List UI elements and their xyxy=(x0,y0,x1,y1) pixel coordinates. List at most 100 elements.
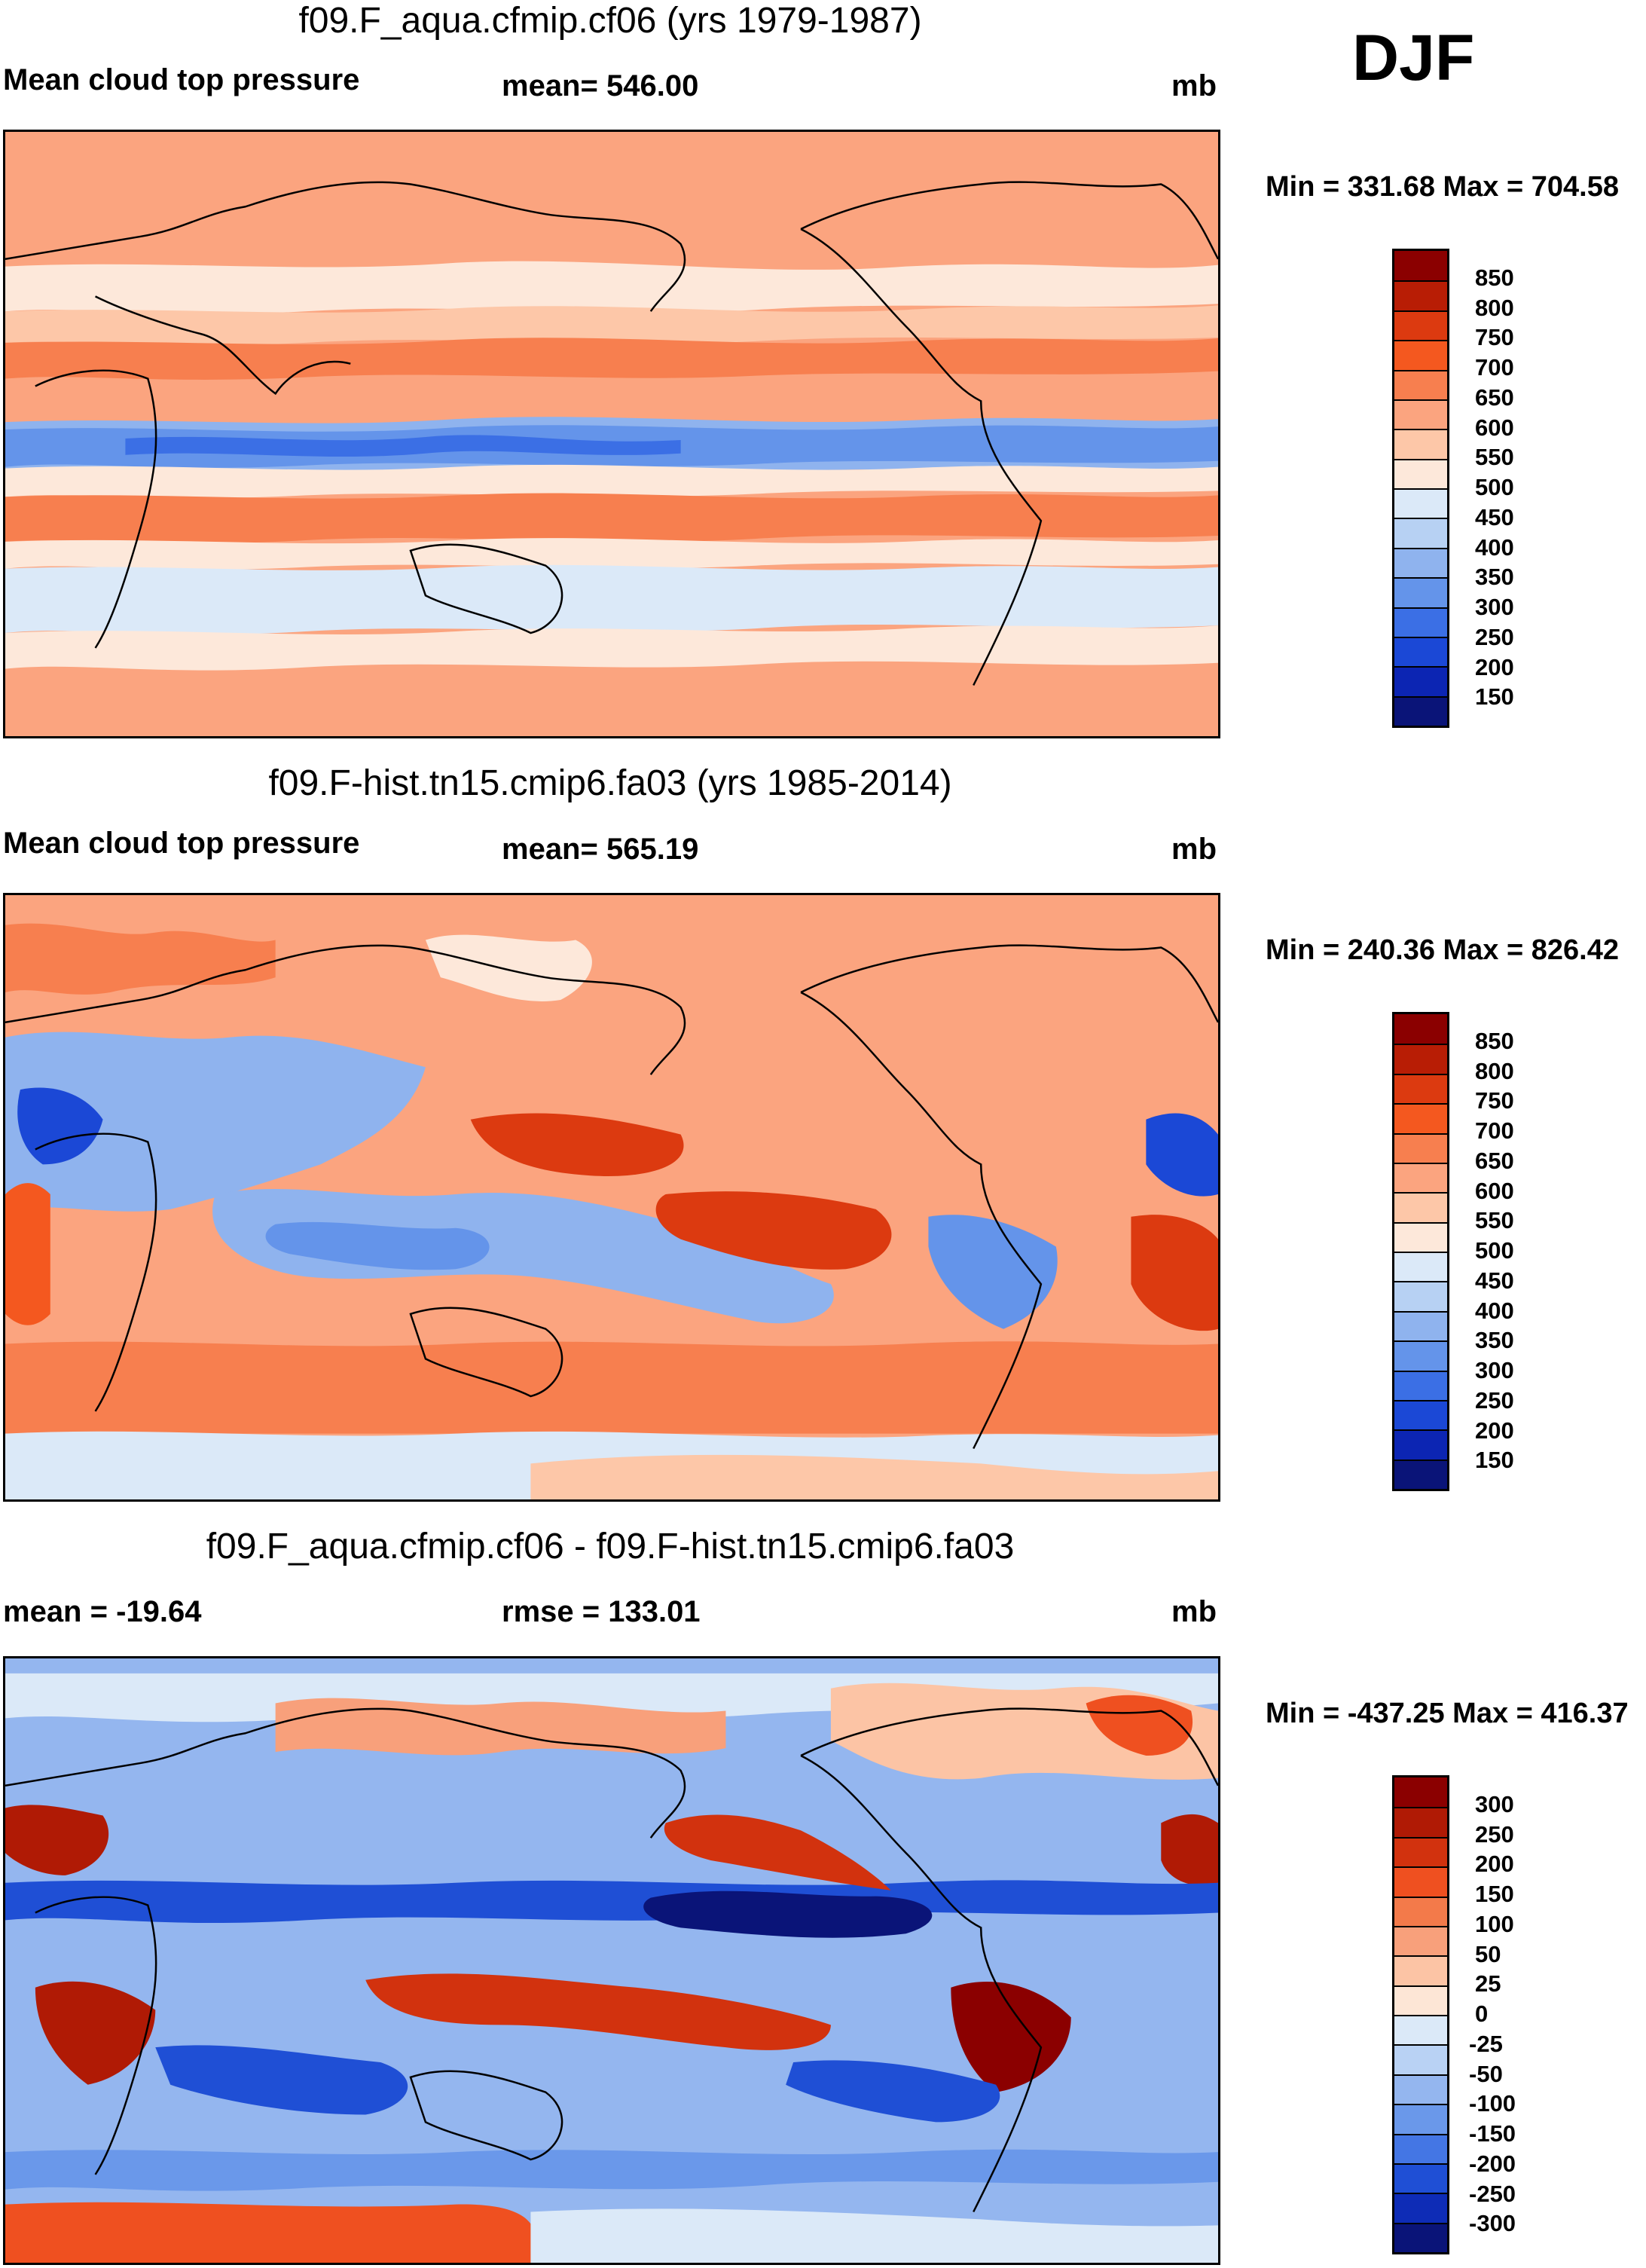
colorbar-swatch xyxy=(1394,666,1447,696)
colorbar-swatch xyxy=(1394,1896,1447,1926)
colorbar-swatch xyxy=(1394,1370,1447,1400)
panel3-units: mb xyxy=(1171,1595,1217,1628)
colorbar-tick-label: 500 xyxy=(1475,1237,1514,1264)
colorbar-swatch xyxy=(1394,251,1447,281)
colorbar-swatch xyxy=(1394,488,1447,518)
colorbar-swatch xyxy=(1394,2163,1447,2193)
colorbar-tick-label: 100 xyxy=(1475,1910,1514,1937)
colorbar-tick-label: 650 xyxy=(1475,384,1514,411)
colorbar-swatch xyxy=(1394,458,1447,488)
colorbar-tick-label: 550 xyxy=(1475,1207,1514,1234)
colorbar-tick-label: 150 xyxy=(1475,1447,1514,1474)
colorbar-tick-label: -150 xyxy=(1469,2120,1516,2147)
colorbar-tick-label: 150 xyxy=(1475,683,1514,711)
colorbar-tick-label: 750 xyxy=(1475,1087,1514,1114)
colorbar-swatch xyxy=(1394,1429,1447,1460)
colorbar-tick-label: -25 xyxy=(1469,2030,1503,2057)
colorbar-swatch xyxy=(1394,1836,1447,1867)
colorbar-swatch xyxy=(1394,1192,1447,1222)
panel3-minmax: Min = -437.25 Max = 416.37 xyxy=(1266,1698,1629,1729)
panel1-contour-field xyxy=(5,132,1218,736)
colorbar-swatch xyxy=(1394,1044,1447,1074)
colorbar-swatch xyxy=(1394,695,1447,726)
colorbar-swatch xyxy=(1394,1073,1447,1104)
colorbar-tick-label: 400 xyxy=(1475,533,1514,561)
colorbar-swatch xyxy=(1394,2133,1447,2163)
colorbar-tick-label: 150 xyxy=(1475,1881,1514,1907)
panel2-map xyxy=(3,893,1220,1502)
panel1-units: mb xyxy=(1171,69,1217,102)
colorbar-swatch xyxy=(1394,577,1447,607)
colorbar-tick-label: 550 xyxy=(1475,444,1514,471)
colorbar-tick-label: 200 xyxy=(1475,1417,1514,1444)
colorbar-swatch xyxy=(1394,1955,1447,1985)
colorbar-swatch xyxy=(1394,1103,1447,1133)
colorbar-swatch xyxy=(1394,518,1447,548)
colorbar-swatch xyxy=(1394,2222,1447,2252)
season-label: DJF xyxy=(1352,22,1475,94)
colorbar-tick-label: 250 xyxy=(1475,1386,1514,1414)
colorbar-swatch xyxy=(1394,280,1447,310)
colorbar-tick-label: 650 xyxy=(1475,1147,1514,1174)
panel1-colorbar xyxy=(1392,249,1449,728)
panel3-rmse-label: rmse = 133.01 xyxy=(502,1595,701,1628)
colorbar-swatch xyxy=(1394,310,1447,341)
colorbar-tick-label: 600 xyxy=(1475,1177,1514,1204)
colorbar-tick-label: 350 xyxy=(1475,1327,1514,1354)
panel3-map xyxy=(3,1656,1220,2265)
colorbar-tick-label: 850 xyxy=(1475,264,1514,291)
panel1-left-label: Mean cloud top pressure xyxy=(3,63,360,96)
colorbar-tick-label: 50 xyxy=(1475,1940,1501,1967)
colorbar-tick-label: 250 xyxy=(1475,1820,1514,1848)
colorbar-swatch xyxy=(1394,1310,1447,1341)
colorbar-swatch xyxy=(1394,2074,1447,2104)
colorbar-swatch xyxy=(1394,1459,1447,1489)
colorbar-swatch xyxy=(1394,607,1447,637)
colorbar-swatch xyxy=(1394,1281,1447,1311)
colorbar-tick-label: -300 xyxy=(1469,2210,1516,2237)
colorbar-tick-label: 850 xyxy=(1475,1027,1514,1054)
panel1-title: f09.F_aqua.cfmip.cf06 (yrs 1979-1987) xyxy=(298,1,922,41)
colorbar-tick-label: 450 xyxy=(1475,1267,1514,1294)
colorbar-tick-label: 0 xyxy=(1475,2001,1489,2027)
panel3-title: f09.F_aqua.cfmip.cf06 - f09.F-hist.tn15.… xyxy=(206,1527,1015,1567)
colorbar-tick-label: 300 xyxy=(1475,594,1514,620)
panel2-units: mb xyxy=(1171,833,1217,866)
panel1-minmax: Min = 331.68 Max = 704.58 xyxy=(1266,171,1619,203)
colorbar-swatch xyxy=(1394,1777,1447,1808)
panel3-colorbar xyxy=(1392,1775,1449,2254)
colorbar-tick-label: 25 xyxy=(1475,1970,1501,1997)
colorbar-tick-label: 300 xyxy=(1475,1357,1514,1383)
colorbar-swatch xyxy=(1394,429,1447,459)
colorbar-tick-label: -200 xyxy=(1469,2150,1516,2177)
panel3-contour-field xyxy=(5,1658,1218,2263)
colorbar-swatch xyxy=(1394,1252,1447,1282)
colorbar-tick-label: 200 xyxy=(1475,1851,1514,1878)
colorbar-tick-label: 600 xyxy=(1475,414,1514,441)
colorbar-tick-label: 800 xyxy=(1475,294,1514,321)
colorbar-swatch xyxy=(1394,2044,1447,2074)
colorbar-swatch xyxy=(1394,1985,1447,2015)
panel2-mean-label: mean= 565.19 xyxy=(502,833,699,866)
panel2-colorbar xyxy=(1392,1012,1449,1491)
panel2-contour-field xyxy=(5,895,1218,1499)
colorbar-tick-label: -50 xyxy=(1469,2060,1503,2087)
colorbar-swatch xyxy=(1394,547,1447,578)
colorbar-swatch xyxy=(1394,1014,1447,1044)
colorbar-tick-label: 350 xyxy=(1475,564,1514,591)
colorbar-swatch xyxy=(1394,399,1447,429)
colorbar-swatch xyxy=(1394,2193,1447,2223)
panel2-minmax: Min = 240.36 Max = 826.42 xyxy=(1266,934,1619,966)
colorbar-tick-label: 700 xyxy=(1475,354,1514,381)
panel1-mean-label: mean= 546.00 xyxy=(502,69,699,102)
colorbar-swatch xyxy=(1394,1132,1447,1163)
colorbar-swatch xyxy=(1394,1866,1447,1897)
colorbar-swatch xyxy=(1394,2104,1447,2134)
colorbar-swatch xyxy=(1394,1162,1447,1193)
panel1-map xyxy=(3,130,1220,738)
colorbar-swatch xyxy=(1394,636,1447,667)
colorbar-swatch xyxy=(1394,1925,1447,1956)
colorbar-swatch xyxy=(1394,340,1447,370)
colorbar-swatch xyxy=(1394,2015,1447,2045)
colorbar-swatch xyxy=(1394,1221,1447,1252)
